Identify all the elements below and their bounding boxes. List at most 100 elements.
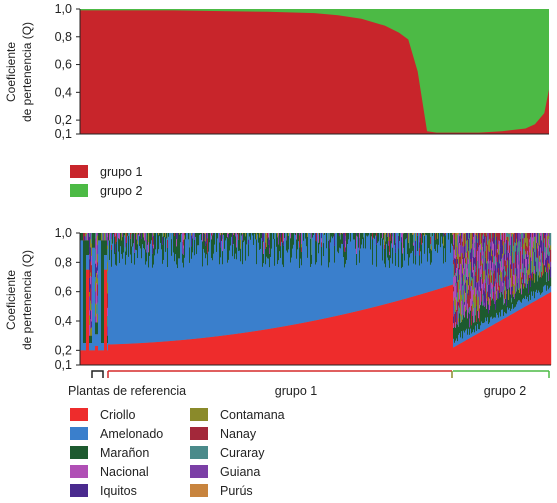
stack-segment [531, 245, 533, 256]
stack-segment [520, 250, 522, 264]
stack-segment [467, 293, 469, 304]
stack-segment [460, 280, 462, 291]
stack-segment [484, 302, 486, 307]
stack-segment [485, 275, 487, 284]
stack-segment [339, 247, 341, 316]
stack-segment [303, 233, 305, 241]
stack-segment [525, 306, 527, 365]
stack-segment [490, 326, 492, 365]
stack-segment [489, 275, 491, 285]
stack-segment [276, 233, 278, 247]
stack-segment [459, 289, 461, 300]
stack-segment [186, 233, 188, 340]
stack-segment [332, 238, 334, 317]
stack-segment [161, 233, 163, 250]
stack-segment [305, 322, 307, 365]
stack-segment [544, 285, 546, 296]
stack-segment [95, 322, 97, 335]
stack-segment [128, 343, 130, 365]
stack-segment [485, 305, 487, 318]
stack-segment [136, 239, 138, 251]
y-axis-label-bottom-line1: Coeficiente [4, 270, 18, 330]
stack-segment [434, 290, 436, 365]
stack-segment [327, 317, 329, 365]
stack-segment [159, 236, 161, 342]
stack-segment [451, 243, 453, 285]
stack-segment [501, 258, 503, 268]
legend-label-criollo: Criollo [100, 407, 136, 422]
stack-segment [183, 254, 185, 268]
stack-segment [487, 244, 489, 256]
stack-segment [350, 312, 352, 365]
stack-segment [509, 259, 511, 266]
stack-segment [257, 330, 259, 365]
stack-segment [242, 264, 244, 333]
stack-segment [486, 233, 488, 236]
stack-segment [189, 262, 191, 340]
stack-segment [474, 287, 476, 297]
stack-segment [252, 233, 254, 236]
stack-segment [493, 287, 495, 293]
stack-segment [404, 298, 406, 365]
stack-segment [514, 312, 516, 365]
stack-segment [453, 338, 455, 348]
stack-segment [545, 284, 547, 296]
stack-segment [97, 278, 99, 285]
stack-segment [477, 233, 479, 239]
stack-segment [456, 275, 458, 284]
stack-segment [496, 268, 498, 283]
stack-segment [525, 237, 527, 243]
stack-segment [166, 238, 168, 342]
stack-segment [549, 251, 551, 256]
stack-segment [464, 268, 466, 275]
stack-segment [530, 249, 532, 258]
stack-segment [545, 259, 547, 268]
stack-segment [367, 233, 369, 237]
stack-segment [548, 245, 550, 257]
stack-segment [504, 233, 506, 243]
stack-segment [183, 267, 185, 340]
stack-segment [223, 233, 225, 236]
stack-segment [243, 332, 245, 365]
stack-segment [175, 233, 177, 255]
stack-segment [405, 298, 407, 365]
stack-segment [244, 332, 246, 365]
stack-segment [487, 236, 489, 245]
stack-segment [468, 250, 470, 260]
stack-segment [80, 240, 82, 351]
stack-segment [334, 262, 336, 317]
stack-segment [453, 264, 455, 268]
stack-segment [111, 244, 113, 250]
stack-segment [385, 241, 387, 268]
stack-segment [323, 233, 325, 241]
stack-segment [500, 239, 502, 248]
stack-segment [534, 246, 536, 252]
stack-segment [537, 281, 539, 293]
stack-segment [221, 233, 223, 241]
stack-segment [515, 306, 517, 313]
stack-segment [453, 259, 455, 265]
stack-segment [232, 240, 234, 245]
stack-segment [516, 311, 518, 365]
stack-segment [167, 267, 169, 342]
stack-segment [433, 290, 435, 365]
stack-segment [407, 239, 409, 255]
stack-segment [488, 323, 490, 328]
stack-segment [176, 340, 178, 365]
legend-swatch-guiana [190, 465, 208, 478]
stack-segment [514, 275, 516, 286]
stack-segment [277, 327, 279, 365]
stack-segment [190, 339, 192, 365]
stack-segment [100, 233, 102, 241]
stack-segment [247, 233, 249, 333]
stack-segment [504, 298, 506, 304]
stack-segment [510, 255, 512, 265]
stack-segment [502, 233, 504, 246]
stack-segment [315, 240, 317, 265]
legend-item-nacional: Nacional [70, 462, 163, 481]
stack-segment [507, 250, 509, 258]
stack-segment [337, 233, 339, 252]
stack-segment [298, 323, 300, 365]
stack-segment [541, 271, 543, 278]
stack-segment [450, 285, 452, 365]
